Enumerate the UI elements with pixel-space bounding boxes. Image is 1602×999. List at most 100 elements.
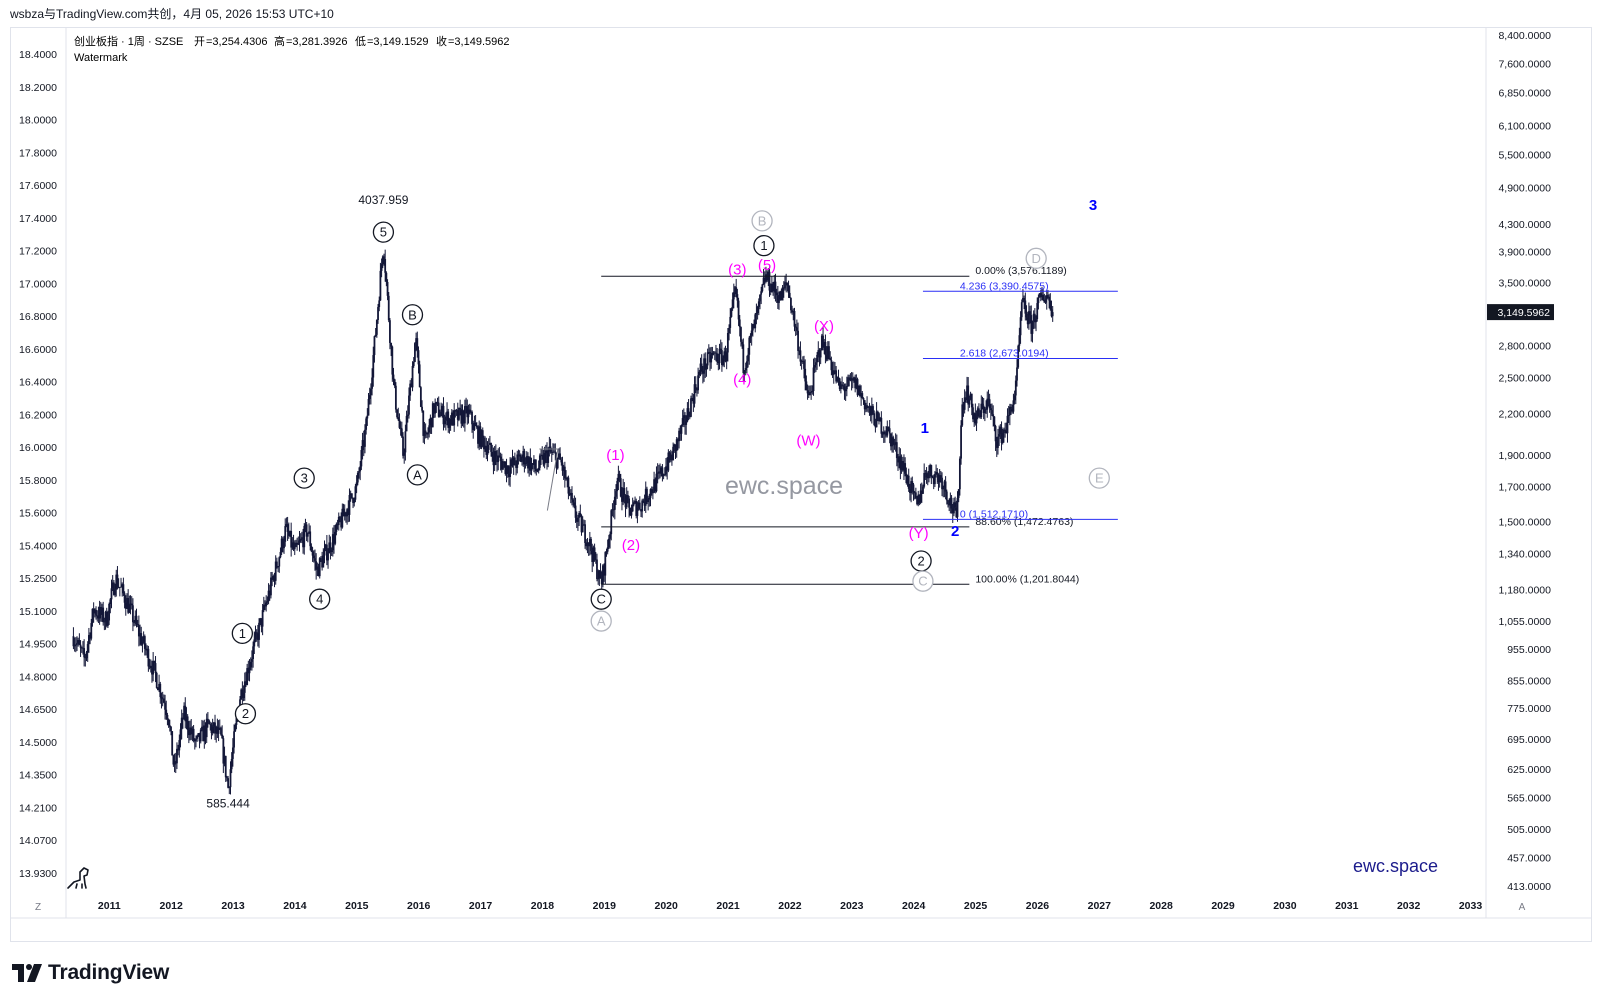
wave-label-circle [309,588,331,610]
candle-body [325,544,328,561]
candle-body [604,552,607,576]
candle-body [666,466,669,471]
candle-body [751,324,754,331]
candle-body [628,498,630,508]
candle-body [717,361,720,364]
candle-body [648,497,651,500]
candle-body [171,731,174,756]
candle-body [781,287,784,301]
candle-body [383,256,385,260]
candle-body [1003,429,1005,434]
last-price-value: 3,149.5962 [1497,307,1550,319]
axis-mode-left-label: Z [35,902,41,913]
candle-body [196,735,199,739]
pattern-line [546,448,559,511]
candle-body [198,733,201,742]
candle-body [876,411,879,414]
candle-body [516,454,519,468]
candle-body [126,598,128,609]
candle-body [379,270,382,301]
candle-body [851,378,854,381]
candle-body [609,534,611,539]
candle-body [320,558,322,560]
candle-body [533,459,535,465]
candle-body [289,530,291,536]
candle-body [937,474,940,483]
candle-body [707,351,710,353]
candle-body [599,570,602,579]
dinosaur-icon[interactable] [67,867,89,889]
candle-body [259,618,262,623]
candle-body [173,761,176,765]
candle-body [729,316,732,328]
candle-body [92,608,95,614]
candle-body [888,428,891,434]
candle-body [553,451,556,453]
candle-body [118,586,121,588]
candle-body [806,390,809,394]
candle-body [152,660,155,675]
candle-body [105,611,108,626]
fibonacci-levels[interactable]: 0.00% (3,576.1189)88.60% (1,472.4763)100… [601,265,1118,585]
candle-body [509,466,512,477]
candle-body [135,615,138,625]
candle-body [690,398,692,417]
candle-body [605,551,608,553]
candle-body [339,516,341,521]
candle-body [794,326,797,328]
candle-body [826,346,829,360]
candle-body [572,499,575,503]
candle-body [920,490,923,494]
candle-body [231,747,234,759]
candle-body [791,310,794,313]
candle-body [310,546,313,552]
pattern-lines [539,448,559,511]
tradingview-logo[interactable]: TradingView [12,960,169,986]
candle-body [602,565,604,585]
candle-body [813,365,816,368]
candle-body [721,350,723,366]
right-axis-tick: 775.0000 [1507,703,1551,715]
candle-body [356,472,359,483]
candle-body [642,500,645,503]
right-axis-tick: 8,400.0000 [1498,30,1551,42]
candle-body [679,430,682,434]
candle-body [372,355,375,378]
candle-body [212,722,215,727]
candle-body [610,510,613,535]
candle-body [732,292,735,300]
candle-body [396,409,398,418]
candle-body [496,456,498,463]
candle-body [939,475,942,478]
wave-label: (X) [814,318,834,335]
time-axis-tick: 2022 [778,900,802,912]
candle-body [467,409,470,418]
right-price-axis[interactable]: 8,400.0000 7,600.0000 6,850.0000 6,100.0000… [1487,30,1554,893]
candle-body [525,456,528,463]
candle-body [189,727,191,736]
candle-body [280,538,283,552]
axis-mode-left-button[interactable]: Z [35,902,41,913]
candle-body [823,341,826,348]
candle-body [527,456,529,469]
candle-body [950,497,953,509]
candle-body [129,603,132,605]
candle-body [981,403,984,406]
candle-body [312,555,315,559]
time-axis[interactable]: 2011 2012 2013 2014 2015 2016 2017 2018 2019 2020… [98,900,1482,912]
candle-body [343,512,346,517]
candle-body [79,644,82,648]
candle-body [318,558,321,577]
candle-body [230,758,233,770]
candle-body [750,330,753,336]
right-axis-tick: 7,600.0000 [1498,58,1551,70]
left-price-axis[interactable]: 18.4000 18.2000 18.0000 17.8000 17.6000 17.40… [19,49,57,880]
candle-body [375,320,378,335]
axis-mode-right-button[interactable]: A [1519,902,1526,913]
candle-body [912,484,915,493]
candle-body [283,541,285,549]
candle-body [233,731,235,748]
candle-body [184,705,187,722]
candle-body [385,272,388,282]
